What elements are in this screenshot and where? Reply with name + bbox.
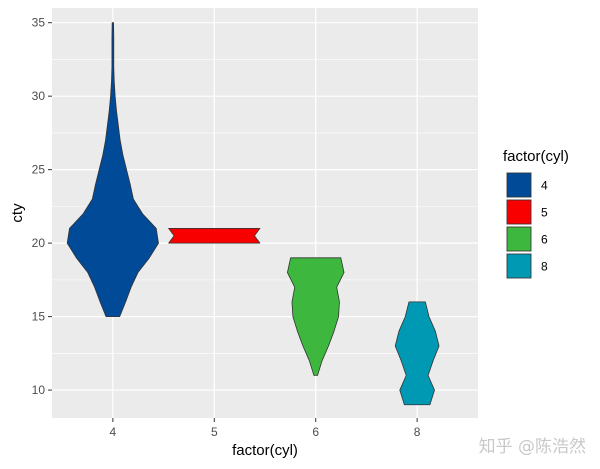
x-axis: 4 5 6 8 — [110, 418, 421, 439]
watermark: 知乎 @陈浩然 — [478, 437, 586, 457]
legend-label-4: 4 — [541, 179, 548, 193]
x-tick-label: 6 — [312, 425, 319, 439]
violins — [66, 22, 440, 406]
x-tick-label: 4 — [110, 425, 117, 439]
legend-key-8 — [506, 253, 532, 279]
y-tick-label: 35 — [32, 16, 46, 30]
violin-8 — [394, 301, 440, 406]
x-tick-label: 5 — [211, 425, 218, 439]
legend-title: factor(cyl) — [503, 148, 569, 165]
legend-key-5 — [506, 199, 532, 225]
legend-key-6 — [506, 226, 532, 252]
y-tick-label: 30 — [32, 89, 46, 103]
legend-label-5: 5 — [541, 206, 548, 220]
violin-6 — [287, 257, 345, 376]
y-tick-label: 15 — [32, 310, 46, 324]
x-tick-label: 8 — [414, 425, 421, 439]
y-axis-title: cty — [9, 203, 26, 223]
y-tick-label: 20 — [32, 236, 46, 250]
x-axis-title: factor(cyl) — [232, 442, 298, 459]
legend: factor(cyl) 4 5 6 8 — [503, 148, 569, 279]
y-tick-label: 25 — [32, 163, 46, 177]
legend-key-4 — [506, 172, 532, 198]
y-axis: 10 15 20 25 30 35 — [32, 16, 52, 397]
legend-label-6: 6 — [541, 233, 548, 247]
violin-4 — [66, 22, 159, 317]
y-tick-label: 10 — [32, 383, 46, 397]
violin-5 — [168, 228, 261, 244]
legend-label-8: 8 — [541, 260, 548, 274]
